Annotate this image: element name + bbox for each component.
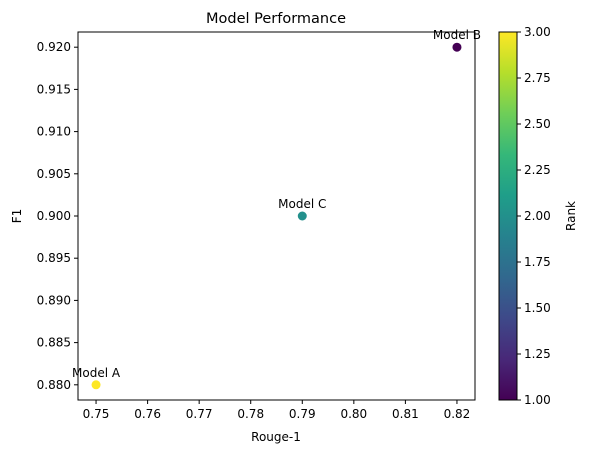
x-tick-label: 0.81 [392,407,419,421]
y-tick-label: 0.895 [37,251,71,265]
x-tick-label: 0.82 [444,407,471,421]
colorbar-tick-label: 1.00 [524,393,551,407]
colorbar-ticks: 1.00 1.25 1.50 1.75 2.00 2.25 2.50 2.75 3.00 [517,25,551,407]
colorbar-label: Rank [564,201,578,231]
data-points: Model A Model B Model C [72,28,481,390]
plot-frame [77,31,476,401]
colorbar: 1.00 1.25 1.50 1.75 2.00 2.25 2.50 2.75 3.00 Ran… [498,25,578,407]
y-tick-label: 0.880 [37,378,71,392]
data-point [452,42,462,52]
colorbar-tick-label: 1.75 [524,255,551,269]
plot-area: 0.75 0.76 0.77 0.78 0.79 0.80 0.81 0.82 0.8800.… [37,28,481,421]
colorbar-tick-label: 1.50 [524,301,551,315]
y-axis-label: F1 [10,209,24,224]
chart-title: Model Performance [206,11,346,27]
y-tick-label: 0.890 [37,293,71,307]
x-tick-label: 0.75 [83,407,110,421]
data-point [297,211,307,221]
x-tick-label: 0.76 [134,407,161,421]
x-tick-label: 0.80 [340,407,367,421]
point-annotation: Model A [72,366,121,380]
x-tick-label: 0.78 [237,407,264,421]
colorbar-tick-label: 2.25 [524,163,551,177]
point-annotation: Model B [433,28,481,42]
y-tick-label: 0.905 [37,167,71,181]
x-tick-label: 0.79 [289,407,316,421]
colorbar-tick-label: 3.00 [524,25,551,39]
x-axis-ticks: 0.75 0.76 0.77 0.78 0.79 0.80 0.81 0.82 [83,400,471,421]
y-tick-label: 0.915 [37,82,71,96]
data-point [91,380,101,390]
x-tick-label: 0.77 [186,407,213,421]
y-tick-label: 0.910 [37,125,71,139]
colorbar-tick-label: 2.00 [524,209,551,223]
y-tick-label: 0.900 [37,209,71,223]
y-tick-label: 0.885 [37,336,71,350]
y-axis-ticks: 0.880 0.885 0.890 0.895 0.900 0.905 0.910 0.915… [37,40,78,392]
colorbar-tick-label: 2.50 [524,117,551,131]
y-tick-label: 0.920 [37,40,71,54]
x-axis-label: Rouge-1 [251,430,301,444]
point-annotation: Model C [278,197,326,211]
colorbar-gradient [499,32,517,400]
colorbar-tick-label: 1.25 [524,347,551,361]
colorbar-tick-label: 2.75 [524,71,551,85]
